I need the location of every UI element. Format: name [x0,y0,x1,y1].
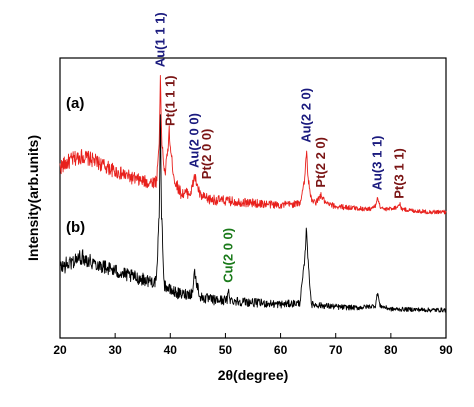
y-axis-label: Intensity(arb.units) [25,135,41,261]
x-tick-label-50: 50 [219,343,233,357]
peak-annotation-pt200: Pt(2 0 0) [199,129,214,180]
x-tick-label-80: 80 [384,343,398,357]
tick-layer: 20 30 40 50 60 70 80 90 [53,333,453,357]
peak-annotation-au220: Au(2 2 0) [299,88,314,143]
peak-annotation-au311: Au(3 1 1) [370,135,385,190]
x-axis-label: 2θ(degree) [218,367,289,383]
series-label-b: (b) [66,219,85,236]
x-tick-label-60: 60 [274,343,288,357]
peak-annotation-pt111: Pt(1 1 1) [162,75,177,126]
peak-annotation-au111: Au(1 1 1) [152,12,167,67]
series-line-b [59,114,447,313]
peak-annotation-au200: Au(2 0 0) [187,113,202,168]
x-tick-label-70: 70 [329,343,343,357]
x-tick-label-90: 90 [439,343,453,357]
peak-annotation-cu200: Cu(2 0 0) [221,228,236,283]
series-line-a [59,74,447,215]
annotation-layer: Au(1 1 1) Pt(1 1 1) Au(2 0 0)Pt(2 0 0) Cu(2… [152,12,406,283]
x-tick-label-20: 20 [53,343,67,357]
peak-annotation-pt311: Pt(3 1 1) [392,148,407,199]
series-label-layer: (a) (b) [66,95,85,236]
series-layer [59,74,447,313]
x-tick-label-40: 40 [164,343,178,357]
plot-area-frame [59,57,447,339]
x-tick-label-30: 30 [108,343,122,357]
series-label-a: (a) [66,95,84,112]
peak-annotation-pt220: Pt(2 2 0) [313,137,328,188]
